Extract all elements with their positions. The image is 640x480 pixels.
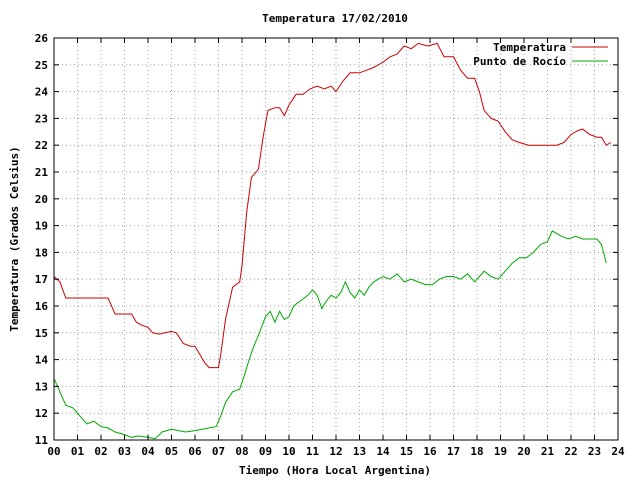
x-tick-label: 11: [306, 445, 320, 458]
x-tick-label: 12: [329, 445, 342, 458]
x-tick-label: 00: [47, 445, 60, 458]
x-tick-label: 22: [564, 445, 577, 458]
y-tick-label: 16: [35, 300, 49, 313]
y-tick-label: 15: [35, 327, 48, 340]
x-tick-label: 13: [353, 445, 366, 458]
x-tick-label: 18: [470, 445, 483, 458]
legend-label-0: Temperatura: [493, 41, 566, 54]
x-tick-label: 08: [235, 445, 248, 458]
axis-ticks: 00 01 02 03 04 05 06 07 08 09 10 11 12 13 14 15 16 17 18 19…: [35, 32, 625, 458]
x-tick-label: 05: [165, 445, 178, 458]
x-tick-label: 24: [611, 445, 625, 458]
x-tick-label: 17: [447, 445, 460, 458]
x-tick-label: 14: [376, 445, 390, 458]
legend-label-1: Punto de Rocío: [473, 55, 566, 68]
series-line-0: [53, 42, 612, 369]
y-tick-label: 19: [35, 220, 48, 233]
x-tick-label: 21: [541, 445, 555, 458]
y-tick-label: 12: [35, 407, 48, 420]
y-tick-label: 11: [35, 434, 49, 447]
x-axis-label: Tiempo (Hora Local Argentina): [239, 464, 431, 477]
x-tick-label: 19: [494, 445, 507, 458]
y-tick-label: 23: [35, 112, 48, 125]
y-tick-label: 21: [35, 166, 49, 179]
y-tick-label: 24: [35, 86, 49, 99]
y-axis-label: Temperatura (Grados Celsius): [8, 146, 21, 331]
series-line-1: [53, 230, 607, 440]
x-tick-label: 03: [118, 445, 131, 458]
x-tick-label: 15: [400, 445, 413, 458]
x-tick-label: 07: [212, 445, 225, 458]
x-tick-label: 06: [188, 445, 202, 458]
plot-series: [53, 42, 612, 440]
y-tick-label: 14: [35, 354, 49, 367]
y-tick-label: 26: [35, 32, 49, 45]
x-tick-label: 16: [423, 445, 437, 458]
x-tick-label: 20: [517, 445, 530, 458]
y-tick-label: 22: [35, 139, 48, 152]
chart-title: Temperatura 17/02/2010: [262, 12, 408, 25]
y-tick-label: 13: [35, 380, 48, 393]
y-tick-label: 20: [35, 193, 48, 206]
x-tick-label: 23: [588, 445, 601, 458]
y-tick-label: 17: [35, 273, 48, 286]
x-tick-label: 04: [141, 445, 155, 458]
x-tick-label: 02: [94, 445, 107, 458]
x-tick-label: 09: [259, 445, 272, 458]
chart-grid: [54, 38, 618, 440]
y-tick-label: 18: [35, 246, 48, 259]
y-tick-label: 25: [35, 59, 48, 72]
x-tick-label: 01: [71, 445, 85, 458]
x-tick-label: 10: [282, 445, 295, 458]
